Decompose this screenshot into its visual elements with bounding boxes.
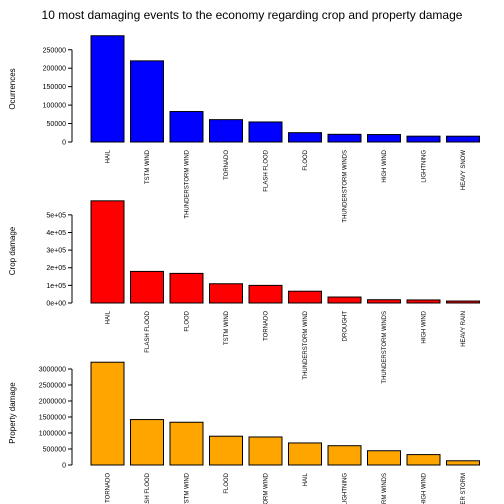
y-tick-label: 2e+05 — [46, 265, 66, 272]
bar — [367, 299, 401, 304]
category-label: WINTER STORM — [461, 473, 467, 504]
y-tick-label: 2500000 — [39, 383, 66, 390]
y-tick-label: 1e+05 — [46, 283, 66, 290]
bar — [169, 111, 204, 143]
y-tick-label: 5e+05 — [46, 212, 66, 219]
y-tick-label: 4e+05 — [46, 230, 66, 237]
y-tick-label: 150000 — [43, 84, 66, 91]
y-tick-label: 100000 — [43, 103, 66, 110]
category-label: HEAVY SNOW — [461, 150, 467, 190]
category-label: LIGHTNING — [343, 473, 349, 504]
category-label: THUNDERSTORM WIND — [303, 310, 309, 379]
bar — [209, 283, 243, 304]
bar — [406, 135, 441, 143]
category-label: TORNADO — [264, 311, 270, 341]
bar — [90, 35, 125, 143]
bar — [446, 460, 480, 466]
category-label: THUNDERSTORM WINDS — [382, 473, 388, 504]
y-axis-label: Property damage — [8, 382, 17, 444]
y-tick-label: 200000 — [43, 66, 66, 73]
bar — [327, 445, 362, 466]
bar — [406, 454, 441, 466]
bar — [288, 442, 322, 466]
bar — [209, 119, 243, 143]
occurrences-panel: Ocurrences 0 50000 100000 150000 200000 250000… — [8, 35, 480, 223]
category-label: HIGH WIND — [382, 149, 388, 182]
y-tick-label: 3000000 — [39, 367, 66, 374]
bar — [367, 134, 401, 143]
y-tick-label: 1500000 — [39, 415, 66, 422]
bar — [90, 361, 125, 466]
category-label: HIGH WIND — [422, 472, 428, 504]
bar — [406, 299, 441, 304]
bar — [169, 421, 204, 466]
y-tick-label: 500000 — [43, 447, 66, 454]
y-tick-label: 50000 — [47, 121, 67, 128]
bar — [288, 132, 322, 143]
category-label: THUNDERSTORM WINDS — [343, 150, 349, 223]
bar — [248, 284, 283, 304]
y-tick-label: 2000000 — [39, 399, 66, 406]
bar — [130, 60, 164, 143]
category-label: HEAVY RAIN — [461, 311, 467, 347]
bar — [327, 296, 362, 304]
bar — [327, 133, 362, 143]
category-label: FLOOD — [185, 310, 191, 331]
y-tick-label: 3e+05 — [46, 248, 66, 255]
bar — [209, 435, 243, 466]
bar — [169, 272, 204, 304]
category-label: HAIL — [106, 310, 112, 324]
y-tick-label: 0 — [62, 140, 66, 147]
bar — [446, 135, 480, 143]
category-label: FLASH FLOOD — [264, 149, 270, 191]
category-label: TSTM WIND — [185, 472, 191, 504]
y-tick-label: 0e+00 — [46, 301, 66, 308]
category-label: FLOOD — [303, 149, 309, 170]
category-label: FLOOD — [224, 472, 230, 493]
crop-damage-panel: Crop damage 0e+00 1e+05 2e+05 3e+05 4e+05 5e+0… — [8, 200, 480, 384]
category-label: HAIL — [303, 472, 309, 486]
category-label: THUNDERSTORM WIND — [185, 149, 191, 218]
category-label: HAIL — [106, 149, 112, 163]
bar — [367, 450, 401, 466]
bar — [248, 121, 283, 143]
bar — [90, 200, 125, 304]
y-tick-label: 1000000 — [39, 431, 66, 438]
y-axis-label: Crop damage — [8, 226, 17, 275]
bar — [288, 290, 322, 304]
bar — [446, 300, 480, 304]
bar — [130, 270, 164, 304]
category-label: FLASH FLOOD — [145, 472, 151, 504]
category-label: TORNADO — [106, 473, 112, 503]
y-tick-label: 0 — [62, 463, 66, 470]
category-label: TSTM WIND — [145, 149, 151, 184]
bar — [130, 419, 164, 466]
category-label: HIGH WIND — [422, 310, 428, 343]
category-label: DROUGHT — [343, 311, 349, 342]
figure-title: 10 most damaging events to the economy r… — [42, 8, 463, 22]
category-label: THUNDERSTORM WIND — [264, 472, 270, 504]
bar — [248, 436, 283, 466]
category-label: FLASH FLOOD — [145, 310, 151, 352]
y-axis-label: Ocurrences — [8, 68, 17, 109]
category-label: LIGHTNING — [422, 150, 428, 183]
property-damage-panel: Property damage 0 500000 1000000 1500000 2000… — [8, 361, 480, 504]
category-label: TSTM WIND — [224, 310, 230, 345]
y-tick-label: 250000 — [43, 47, 66, 54]
category-label: THUNDERSTORM WINDS — [382, 311, 388, 384]
category-label: TORNADO — [224, 150, 230, 180]
